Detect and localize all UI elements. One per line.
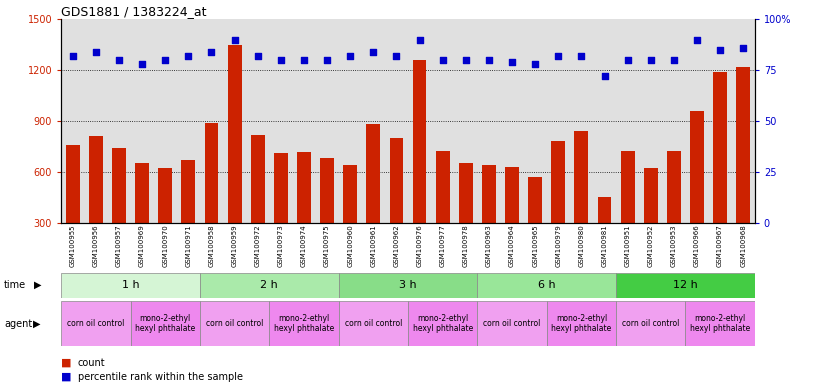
- Point: [113, 57, 126, 63]
- Bar: [736, 67, 750, 223]
- Text: 6 h: 6 h: [538, 280, 556, 290]
- Point: [505, 59, 519, 65]
- Bar: [477, 301, 547, 346]
- Bar: [339, 301, 408, 346]
- Bar: [505, 167, 519, 223]
- Bar: [158, 169, 172, 223]
- Bar: [135, 163, 149, 223]
- Bar: [344, 165, 357, 223]
- Text: 3 h: 3 h: [399, 280, 417, 290]
- Text: ▶: ▶: [33, 318, 40, 329]
- Point: [737, 45, 750, 51]
- Point: [413, 36, 426, 43]
- Bar: [228, 45, 242, 223]
- Text: percentile rank within the sample: percentile rank within the sample: [78, 372, 242, 382]
- Bar: [477, 273, 616, 298]
- Point: [390, 53, 403, 59]
- Point: [228, 36, 242, 43]
- Bar: [366, 124, 380, 223]
- Text: 12 h: 12 h: [673, 280, 698, 290]
- Bar: [413, 60, 427, 223]
- Point: [66, 53, 79, 59]
- Point: [713, 47, 726, 53]
- Bar: [408, 301, 477, 346]
- Text: mono-2-ethyl
hexyl phthalate: mono-2-ethyl hexyl phthalate: [552, 314, 611, 333]
- Point: [459, 57, 472, 63]
- Text: corn oil control: corn oil control: [483, 319, 541, 328]
- Point: [89, 49, 103, 55]
- Point: [598, 73, 611, 79]
- Bar: [713, 72, 727, 223]
- Bar: [61, 301, 131, 346]
- Bar: [616, 301, 685, 346]
- Bar: [131, 301, 200, 346]
- Bar: [200, 273, 339, 298]
- Point: [667, 57, 681, 63]
- Bar: [61, 273, 200, 298]
- Point: [690, 36, 703, 43]
- Point: [135, 61, 149, 67]
- Text: ▶: ▶: [34, 280, 42, 290]
- Text: ■: ■: [61, 358, 72, 368]
- Bar: [528, 177, 542, 223]
- Point: [482, 57, 495, 63]
- Text: mono-2-ethyl
hexyl phthalate: mono-2-ethyl hexyl phthalate: [274, 314, 334, 333]
- Point: [436, 57, 449, 63]
- Bar: [339, 273, 477, 298]
- Point: [251, 53, 264, 59]
- Text: 1 h: 1 h: [122, 280, 140, 290]
- Bar: [552, 141, 565, 223]
- Bar: [644, 169, 658, 223]
- Point: [621, 57, 634, 63]
- Bar: [251, 134, 264, 223]
- Bar: [616, 273, 755, 298]
- Text: mono-2-ethyl
hexyl phthalate: mono-2-ethyl hexyl phthalate: [413, 314, 472, 333]
- Text: corn oil control: corn oil control: [206, 319, 264, 328]
- Point: [574, 53, 588, 59]
- Bar: [66, 145, 80, 223]
- Bar: [574, 131, 588, 223]
- Bar: [389, 138, 403, 223]
- Text: corn oil control: corn oil control: [67, 319, 125, 328]
- Point: [321, 57, 334, 63]
- Point: [274, 57, 287, 63]
- Bar: [205, 122, 219, 223]
- Text: agent: agent: [4, 318, 33, 329]
- Text: 2 h: 2 h: [260, 280, 278, 290]
- Bar: [297, 152, 311, 223]
- Point: [205, 49, 218, 55]
- Bar: [597, 197, 611, 223]
- Point: [366, 49, 379, 55]
- Bar: [274, 153, 288, 223]
- Point: [297, 57, 310, 63]
- Bar: [89, 136, 103, 223]
- Bar: [685, 301, 755, 346]
- Point: [552, 53, 565, 59]
- Text: time: time: [4, 280, 26, 290]
- Bar: [112, 148, 126, 223]
- Text: corn oil control: corn oil control: [344, 319, 402, 328]
- Point: [158, 57, 171, 63]
- Bar: [667, 152, 681, 223]
- Bar: [482, 165, 496, 223]
- Bar: [690, 111, 704, 223]
- Text: mono-2-ethyl
hexyl phthalate: mono-2-ethyl hexyl phthalate: [135, 314, 195, 333]
- Point: [182, 53, 195, 59]
- Bar: [269, 301, 339, 346]
- Text: GDS1881 / 1383224_at: GDS1881 / 1383224_at: [61, 5, 206, 18]
- Bar: [181, 160, 195, 223]
- Bar: [436, 152, 450, 223]
- Bar: [547, 301, 616, 346]
- Point: [344, 53, 357, 59]
- Text: corn oil control: corn oil control: [622, 319, 680, 328]
- Point: [644, 57, 657, 63]
- Bar: [621, 152, 635, 223]
- Bar: [320, 158, 334, 223]
- Bar: [200, 301, 269, 346]
- Point: [529, 61, 542, 67]
- Text: ■: ■: [61, 372, 72, 382]
- Text: mono-2-ethyl
hexyl phthalate: mono-2-ethyl hexyl phthalate: [690, 314, 750, 333]
- Bar: [459, 163, 472, 223]
- Text: count: count: [78, 358, 105, 368]
